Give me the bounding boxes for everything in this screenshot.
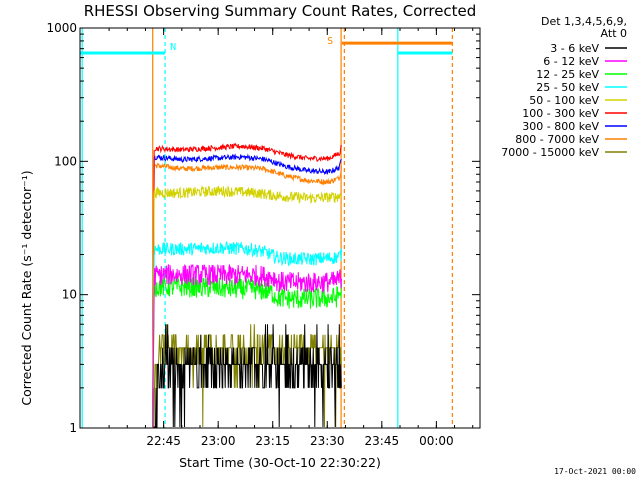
legend-label-0: 3 - 6 keV	[550, 42, 599, 55]
legend-label-8: 7000 - 15000 keV	[501, 146, 599, 159]
plot-frame	[79, 27, 481, 429]
series-12-25-kev	[152, 275, 342, 428]
x-axis-label: Start Time (30-Oct-10 22:30:22)	[179, 455, 381, 470]
series-6-12-kev	[152, 263, 342, 428]
series-300-800-kev	[152, 153, 342, 428]
legend-label-3: 25 - 50 keV	[536, 81, 599, 94]
x-tick-label-4: 23:45	[365, 434, 400, 448]
y-tick-label-3: 1000	[46, 21, 77, 35]
x-tick-label-0: 22:45	[146, 434, 181, 448]
legend-header-0: Det 1,3,4,5,6,9,	[541, 15, 627, 28]
legend-label-1: 6 - 12 keV	[543, 55, 599, 68]
legend-label-2: 12 - 25 keV	[536, 68, 599, 81]
legend-header-1: Att 0	[601, 27, 627, 40]
x-tick-label-1: 23:00	[201, 434, 236, 448]
chart-title: RHESSI Observing Summary Count Rates, Co…	[84, 2, 477, 20]
x-tick-label-3: 23:30	[310, 434, 345, 448]
x-tick-label-2: 23:15	[255, 434, 290, 448]
annotation-n: N	[170, 42, 176, 53]
series-800-7000-kev	[152, 162, 342, 428]
legend-label-4: 50 - 100 keV	[529, 94, 599, 107]
chart-marks: NS	[80, 28, 453, 428]
series-3-6-kev	[153, 324, 342, 428]
legend-label-5: 100 - 300 keV	[522, 107, 599, 120]
series-100-300-kev	[152, 142, 342, 428]
series-50-100-kev	[152, 185, 342, 428]
y-tick-label-0: 1	[69, 421, 77, 435]
y-tick-label-1: 10	[62, 288, 77, 302]
footer-date: 17-Oct-2021 00:00	[554, 467, 636, 476]
series-25-50-kev	[152, 241, 342, 428]
y-axis-label: Corrected Count Rate (s⁻¹ detector⁻¹)	[19, 170, 34, 405]
x-tick-label-5: 00:00	[419, 434, 454, 448]
chart-axes: 22:45 23:00 23:15 23:30 23:45 00:00 1 10 100 1000	[46, 21, 481, 448]
legend-label-7: 800 - 7000 keV	[515, 133, 599, 146]
annotation-s: S	[327, 36, 333, 47]
legend-label-6: 300 - 800 keV	[522, 120, 599, 133]
y-tick-label-2: 100	[54, 154, 77, 168]
